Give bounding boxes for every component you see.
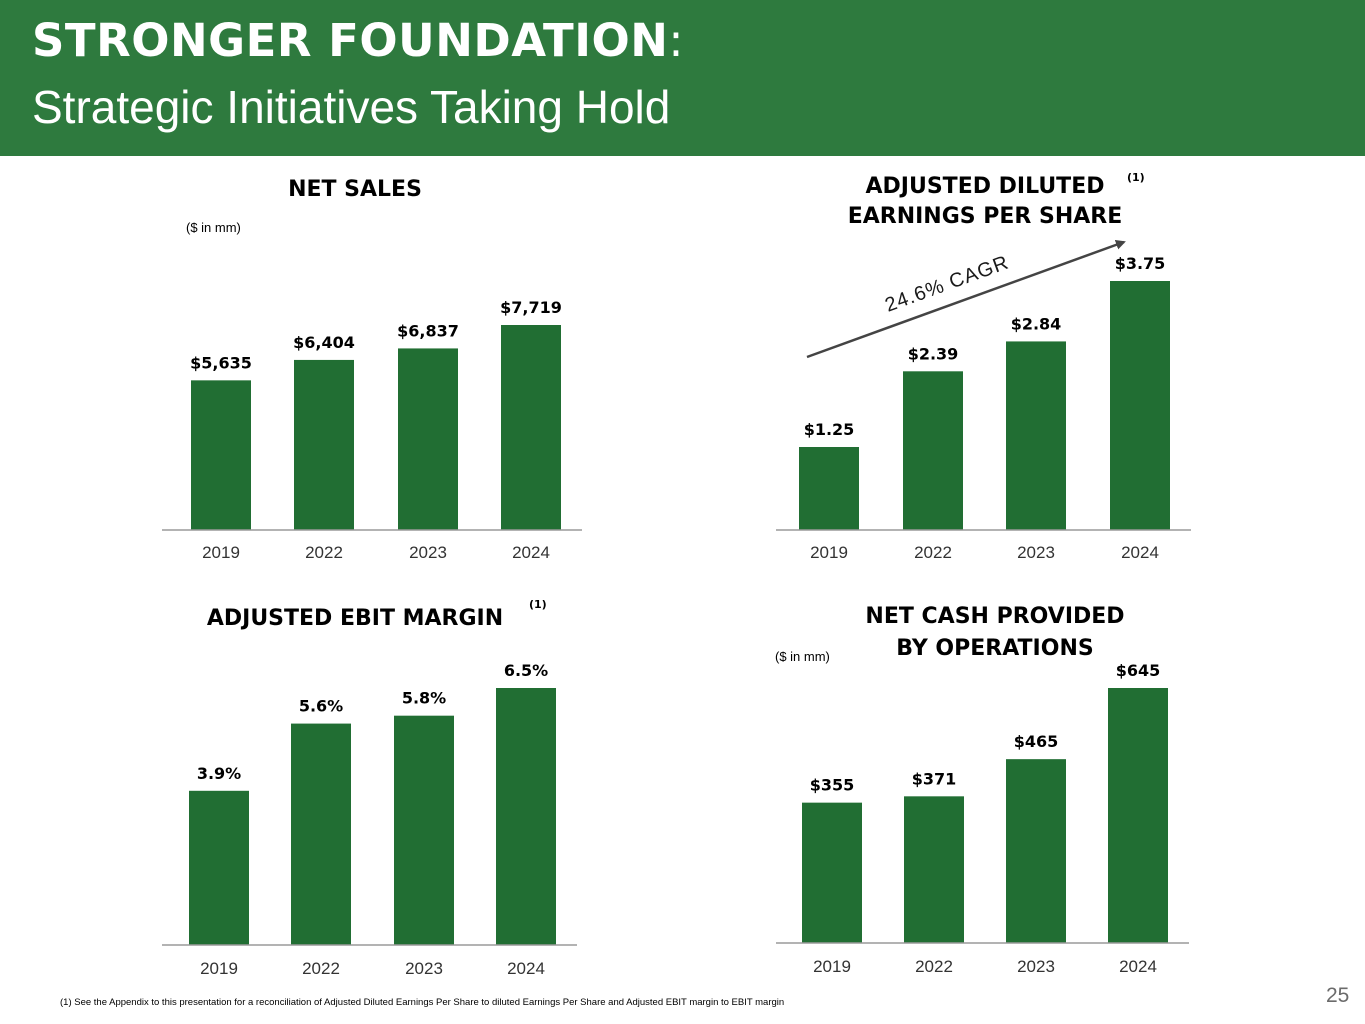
net-sales-bar-label-2022: $6,404 [293, 333, 355, 352]
cash-bar-2019 [802, 802, 862, 943]
cash-bar-label-2022: $371 [912, 769, 957, 788]
eps-bar-label-2024: $3.75 [1115, 254, 1166, 273]
net-sales-bar-2019 [191, 380, 251, 530]
cash-bar-label-2023: $465 [1014, 732, 1059, 751]
footnote: (1) See the Appendix to this presentatio… [60, 997, 785, 1008]
ebit-bar-label-2024: 6.5% [504, 661, 548, 680]
cash-unit-note: ($ in mm) [775, 649, 830, 664]
eps-bar-2022 [903, 371, 963, 530]
page-subtitle: Strategic Initiatives Taking Hold [32, 81, 671, 133]
eps-tick-2023: 2023 [1017, 543, 1055, 562]
net-sales-title: NET SALES [288, 177, 422, 202]
net-sales-bar-2023 [398, 348, 458, 530]
eps-bar-2024 [1110, 281, 1170, 530]
net-sales-tick-2022: 2022 [305, 543, 343, 562]
cash-bar-2023 [1006, 759, 1066, 943]
net-sales-bar-label-2019: $5,635 [190, 353, 252, 372]
eps-tick-2022: 2022 [914, 543, 952, 562]
net-sales-tick-2023: 2023 [409, 543, 447, 562]
eps-title: ADJUSTED DILUTED EARNINGS PER SHARE [820, 172, 1150, 232]
cash-tick-2019: 2019 [813, 957, 851, 976]
cash-tick-2024: 2024 [1119, 957, 1157, 976]
page-number: 25 [1326, 984, 1350, 1007]
ebit-bar-2024 [496, 688, 556, 945]
cash-title-line1: NET CASH PROVIDED [865, 604, 1125, 629]
ebit-title: ADJUSTED EBIT MARGIN [206, 606, 504, 631]
eps-tick-2019: 2019 [810, 543, 848, 562]
ebit-bar-label-2023: 5.8% [402, 689, 446, 708]
ebit-tick-2024: 2024 [507, 959, 545, 978]
cagr-arrow [806, 240, 1126, 359]
cash-bar-label-2024: $645 [1116, 661, 1161, 680]
cash-tick-2022: 2022 [915, 957, 953, 976]
net-sales-bar-label-2023: $6,837 [397, 321, 459, 340]
net-sales-unit-note: ($ in mm) [186, 220, 241, 235]
cash-bar-2024 [1108, 688, 1168, 943]
ebit-bar-label-2019: 3.9% [197, 764, 241, 783]
eps-bar-label-2022: $2.39 [908, 344, 959, 363]
cash-title: NET CASH PROVIDED BY OPERATIONS [830, 601, 1160, 665]
eps-footnote-ref: (1) [1127, 171, 1145, 184]
eps-bar-label-2019: $1.25 [804, 420, 855, 439]
ebit-tick-2023: 2023 [405, 959, 443, 978]
cash-bar-label-2019: $355 [810, 776, 855, 795]
ebit-bar-2022 [291, 723, 351, 945]
net-sales-bar-2022 [294, 359, 354, 530]
eps-title-line1: ADJUSTED DILUTED [865, 174, 1105, 199]
eps-bar-2019 [799, 447, 859, 530]
ebit-bar-label-2022: 5.6% [299, 697, 343, 716]
ebit-bar-2019 [189, 790, 249, 945]
eps-bar-2023 [1006, 341, 1066, 530]
cash-title-line2: BY OPERATIONS [896, 636, 1094, 661]
ebit-footnote-ref: (1) [529, 598, 547, 611]
header-banner: STRONGER FOUNDATION: Strategic Initiativ… [0, 0, 1365, 156]
eps-tick-2024: 2024 [1121, 543, 1159, 562]
net-sales-bar-2024 [501, 325, 561, 530]
net-sales-tick-2024: 2024 [512, 543, 550, 562]
eps-title-line2: EARNINGS PER SHARE [847, 204, 1123, 229]
ebit-tick-2019: 2019 [200, 959, 238, 978]
cash-tick-2023: 2023 [1017, 957, 1055, 976]
eps-bar-label-2023: $2.84 [1011, 314, 1062, 333]
net-sales-tick-2019: 2019 [202, 543, 240, 562]
net-sales-bar-label-2024: $7,719 [500, 298, 562, 317]
ebit-tick-2022: 2022 [302, 959, 340, 978]
cash-bar-2022 [904, 796, 964, 943]
ebit-bar-2023 [394, 715, 454, 945]
page-title: STRONGER FOUNDATION: [32, 14, 685, 67]
